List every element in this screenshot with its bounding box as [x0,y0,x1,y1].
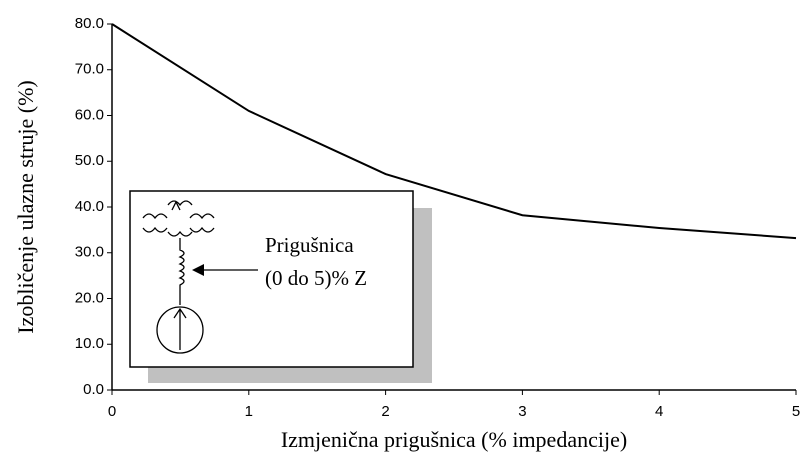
y-tick-label: 70.0 [75,61,104,78]
data-line [111,23,797,240]
x-tick-label: 1 [245,403,253,420]
y-tick-label: 40.0 [75,198,104,215]
x-tick-label: 2 [381,403,389,420]
x-tick-label: 5 [792,403,800,420]
y-tick-label: 10.0 [75,335,104,352]
reactor-symbol [142,200,258,354]
y-tick-label: 80.0 [75,15,104,32]
x-tick-label: 0 [108,403,116,420]
y-tick-label: 50.0 [75,152,104,169]
y-tick-label: 0.0 [83,381,104,398]
y-tick-label: 60.0 [75,106,104,123]
arrow-head [192,264,204,276]
y-tick-label: 30.0 [75,244,104,261]
x-tick-label: 3 [518,403,526,420]
inset-box [129,190,414,368]
y-tick-label: 20.0 [75,289,104,306]
annotation: Prigušnica [265,233,354,257]
plot: 0.0 10.0 20.0 30.0 40.0 50.0 60.0 70.0 80.0 0 1 2 3 4… [75,15,800,420]
inset: Prigušnica (0 do 5)% Z [129,190,432,383]
x-axis-label: Izmjenična prigušnica (% impedancije) [281,427,627,452]
x-tick-label: 4 [655,403,663,420]
annotation: (0 do 5)% Z [265,266,367,290]
y-axis-label: Izobličenje ulazne struje (%) [13,80,38,333]
